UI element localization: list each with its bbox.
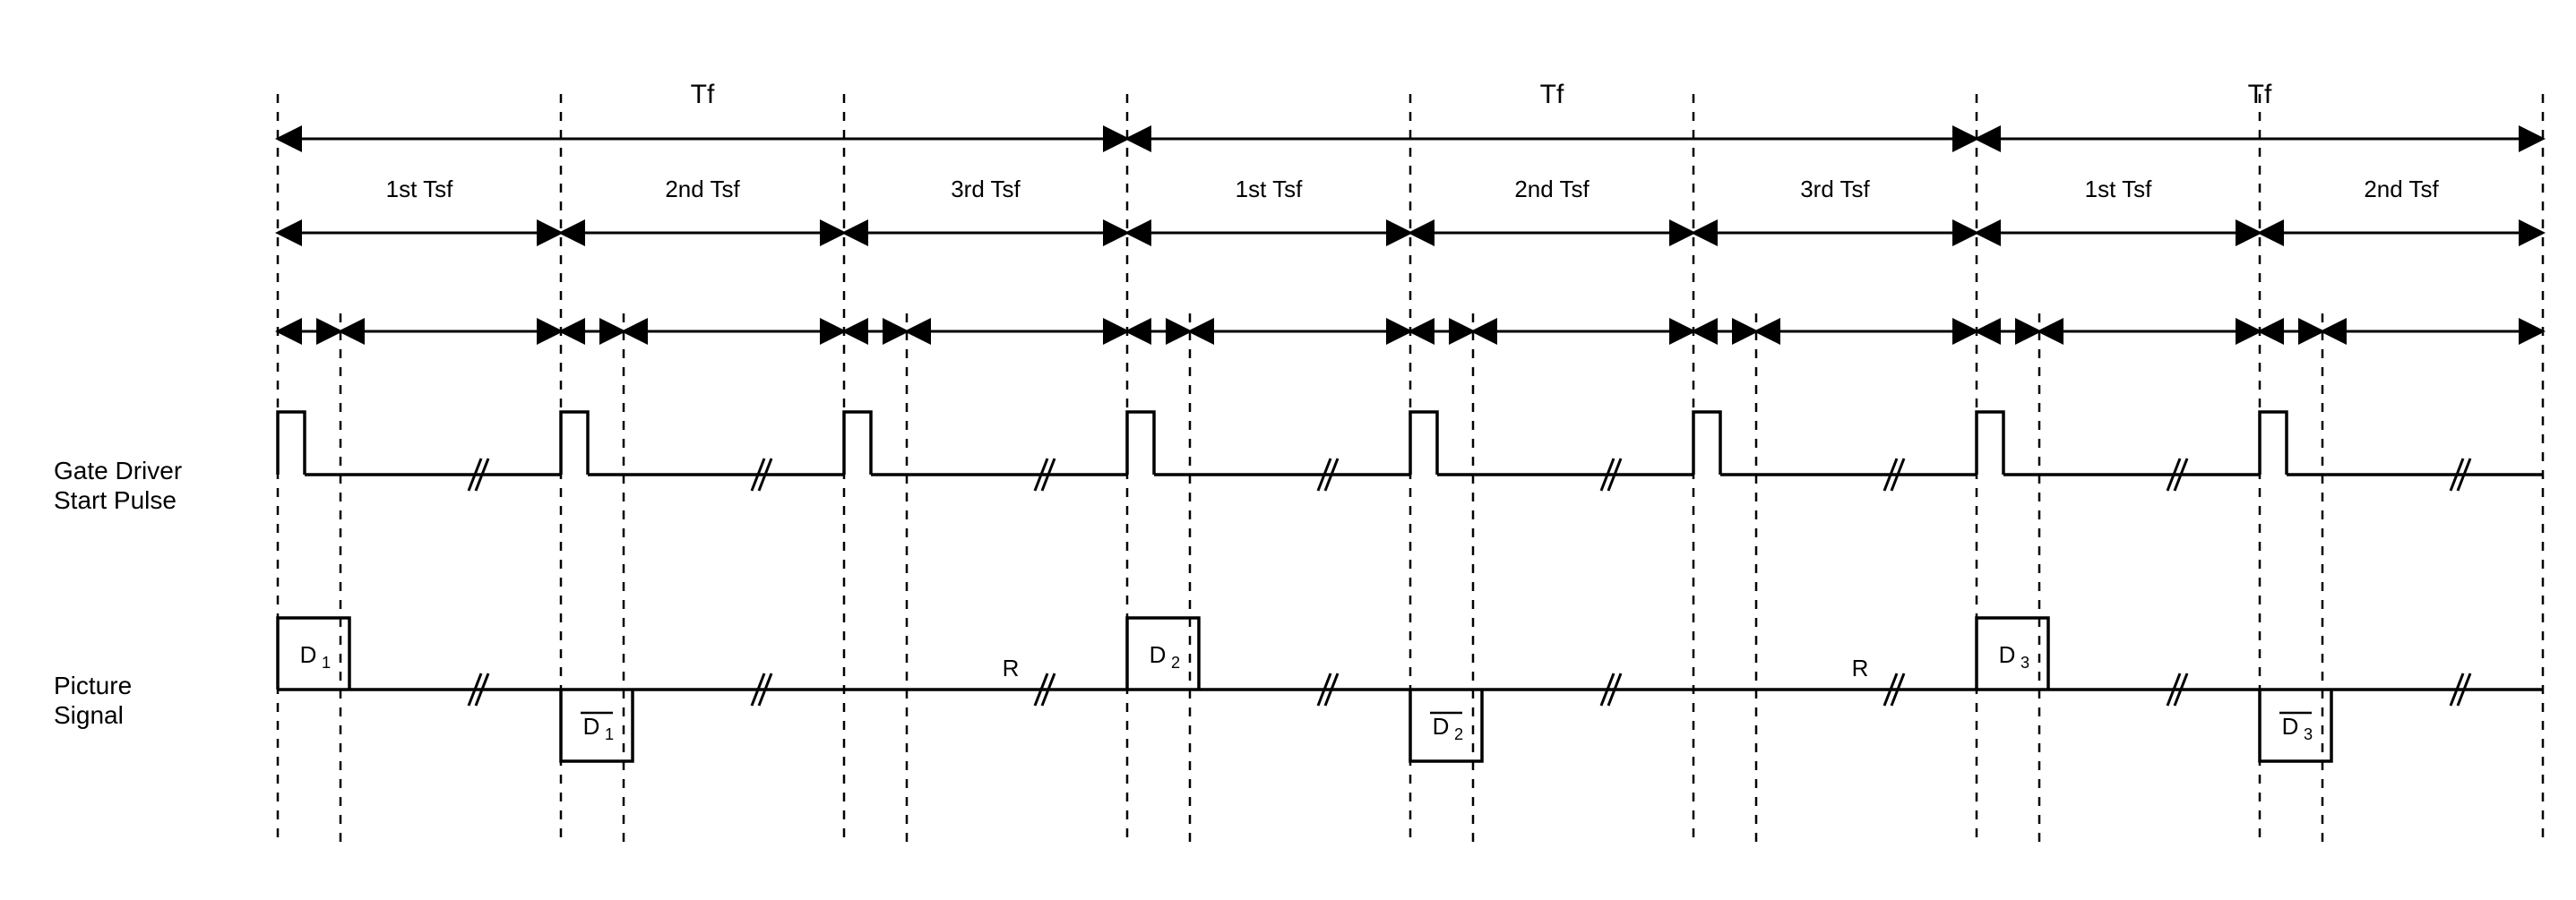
frame-label: Tf bbox=[2248, 80, 2272, 109]
picture-d-label: D bbox=[583, 713, 600, 740]
picture-d-sub: 3 bbox=[2304, 725, 2313, 743]
frame-label: Tf bbox=[691, 80, 715, 109]
subframe-label: 3rd Tsf bbox=[951, 176, 1021, 202]
gate-label-2: Start Pulse bbox=[54, 486, 177, 514]
picture-r-label: R bbox=[1852, 655, 1869, 681]
picture-label-1: Picture bbox=[54, 672, 132, 699]
subframe-label: 2nd Tsf bbox=[1514, 176, 1590, 202]
picture-d-sub: 3 bbox=[2020, 654, 2029, 672]
picture-d-label: D bbox=[1433, 713, 1450, 740]
subframe-label: 3rd Tsf bbox=[1800, 176, 1870, 202]
picture-d-label: D bbox=[2282, 713, 2299, 740]
subframe-label: 2nd Tsf bbox=[665, 176, 740, 202]
picture-label-2: Signal bbox=[54, 701, 124, 729]
subframe-label: 1st Tsf bbox=[2085, 176, 2152, 202]
picture-d-sub: 2 bbox=[1454, 725, 1463, 743]
timing-diagram: Tf Tf Tf 1st Tsf 2nd Tsf 3rd Tsf 1st Tsf 2nd Ts… bbox=[18, 18, 2576, 882]
frame-label: Tf bbox=[1540, 80, 1564, 109]
picture-d-sub: 2 bbox=[1171, 654, 1180, 672]
subframe-label: 2nd Tsf bbox=[2364, 176, 2439, 202]
picture-r-label: R bbox=[1003, 655, 1020, 681]
subframe-label: 1st Tsf bbox=[1236, 176, 1303, 202]
picture-d-sub: 1 bbox=[605, 725, 614, 743]
picture-d-label: D bbox=[300, 641, 317, 668]
picture-d-sub: 1 bbox=[322, 654, 331, 672]
gate-label-1: Gate Driver bbox=[54, 457, 182, 484]
picture-d-label: D bbox=[1999, 641, 2016, 668]
picture-d-label: D bbox=[1150, 641, 1167, 668]
subframe-label: 1st Tsf bbox=[386, 176, 453, 202]
